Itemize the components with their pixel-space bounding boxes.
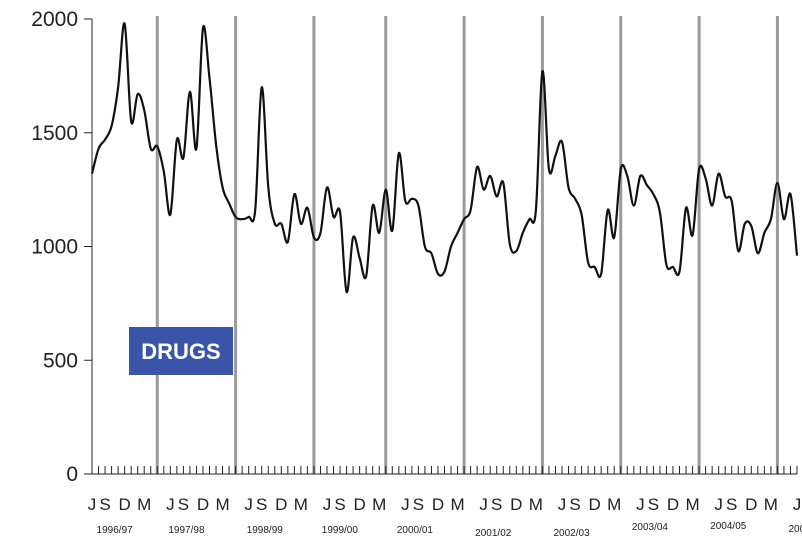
month-label: J [323, 495, 332, 514]
series-line-0 [90, 22, 799, 294]
month-label: J [88, 495, 97, 514]
y-tick-label-500: 500 [43, 349, 78, 372]
month-label: S [178, 495, 189, 514]
month-label: S [413, 495, 424, 514]
year-label-2005/06: 2005/06 [789, 524, 802, 535]
month-label: M [137, 495, 151, 514]
month-label: M [685, 495, 699, 514]
month-label: J [244, 495, 253, 514]
month-label: S [99, 495, 110, 514]
month-label: D [432, 495, 444, 514]
month-label: S [491, 495, 502, 514]
y-tick-label-1000: 1000 [31, 236, 78, 259]
month-label: D [275, 495, 287, 514]
month-label: D [745, 495, 757, 514]
month-label: S [334, 495, 345, 514]
month-label: J [166, 495, 175, 514]
year-label-2004/05: 2004/05 [710, 521, 747, 532]
month-label: J [636, 495, 645, 514]
month-label: M [372, 495, 386, 514]
month-label: S [256, 495, 267, 514]
year-label-1996/97: 1996/97 [97, 525, 134, 536]
month-label: M [294, 495, 308, 514]
month-label: M [607, 495, 621, 514]
year-label-2000/01: 2000/01 [397, 525, 434, 536]
y-tick-label-2000: 2000 [31, 8, 78, 31]
month-label: M [215, 495, 229, 514]
year-dividers [155, 16, 779, 474]
month-label: D [667, 495, 679, 514]
month-label: M [764, 495, 778, 514]
year-label-2002/03: 2002/03 [554, 528, 591, 539]
drugs-badge: DRUGS [129, 327, 233, 375]
y-tick-label-1500: 1500 [31, 122, 78, 145]
month-label: D [197, 495, 209, 514]
year-label-1998/99: 1998/99 [247, 525, 284, 536]
x-axis: JSDMJSDMJSDMJSDMJSDMJSDMJSDMJSDMJSDMJSDM… [88, 466, 802, 539]
month-label: J [793, 495, 802, 514]
month-label: S [569, 495, 580, 514]
badge-label: DRUGS [141, 339, 220, 364]
y-tick-label-0: 0 [66, 463, 78, 486]
year-label-1997/98: 1997/98 [168, 525, 205, 536]
month-label: D [118, 495, 130, 514]
month-label: M [450, 495, 464, 514]
month-label: D [588, 495, 600, 514]
month-label: J [714, 495, 723, 514]
badge-background [129, 327, 233, 375]
year-label-2003/04: 2003/04 [632, 522, 669, 533]
month-label: S [648, 495, 659, 514]
month-label: M [529, 495, 543, 514]
year-label-1999/00: 1999/00 [322, 525, 359, 536]
series-group [90, 22, 799, 294]
month-label: D [353, 495, 365, 514]
month-label: D [510, 495, 522, 514]
month-label: S [726, 495, 737, 514]
month-label: J [558, 495, 567, 514]
year-label-2001/02: 2001/02 [475, 528, 512, 539]
month-label: J [401, 495, 410, 514]
y-axis: 0 500 1000 1500 2000 [31, 8, 93, 486]
month-label: J [479, 495, 488, 514]
